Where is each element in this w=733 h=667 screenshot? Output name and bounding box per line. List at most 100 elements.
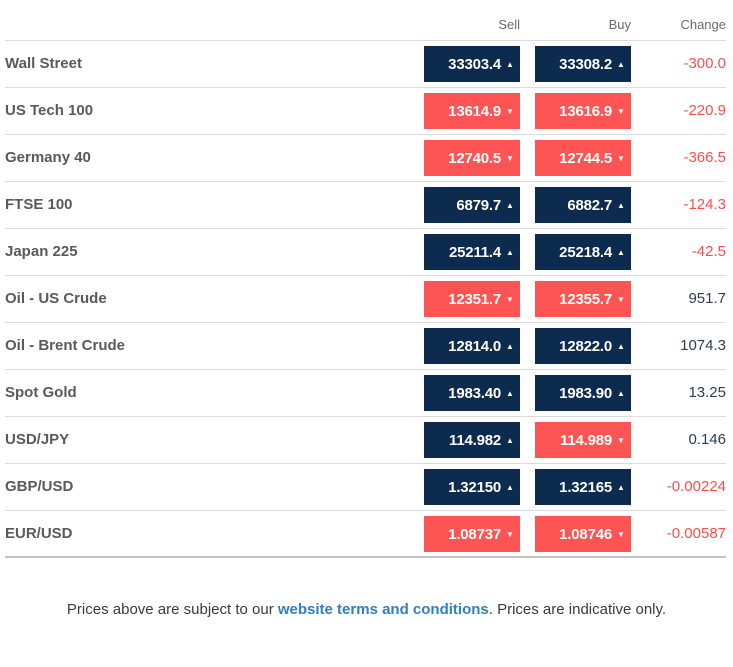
market-name: Japan 225 <box>5 243 78 260</box>
sell-price-value: 1983.40 <box>448 384 501 402</box>
market-name: Oil - Brent Crude <box>5 337 126 354</box>
buy-price-value: 13616.9 <box>559 102 612 120</box>
buy-price-button[interactable]: 1.32165 ▲ <box>535 469 631 505</box>
buy-price-button[interactable]: 33308.2 ▲ <box>535 46 631 82</box>
sell-price-button[interactable]: 1.08737 ▼ <box>424 516 520 552</box>
sell-price-button[interactable]: 114.982 ▲ <box>424 422 520 458</box>
caret-down-icon: ▼ <box>506 294 514 304</box>
table-row: USD/JPY 114.982 ▲ 114.989 ▼ 0.146 <box>5 417 726 464</box>
price-table: Sell Buy Change Wall Street 33303.4 ▲ 33308… <box>5 8 726 558</box>
sell-price-value: 1.32150 <box>448 478 501 496</box>
change-value: -0.00224 <box>666 478 726 495</box>
change-value: 1074.3 <box>680 337 726 354</box>
sell-price-button[interactable]: 1983.40 ▲ <box>424 375 520 411</box>
change-value: -300.0 <box>683 55 726 72</box>
sell-price-value: 12814.0 <box>448 337 501 355</box>
buy-price-button[interactable]: 114.989 ▼ <box>535 422 631 458</box>
market-name: Germany 40 <box>5 149 91 166</box>
market-name: USD/JPY <box>5 431 70 448</box>
disclaimer-text: Prices above are subject to our <box>66 601 278 618</box>
caret-down-icon: ▼ <box>506 529 514 539</box>
disclaimer-text-end: . Prices are indicative only. <box>488 601 667 618</box>
sell-price-button[interactable]: 12740.5 ▼ <box>424 140 520 176</box>
caret-down-icon: ▼ <box>617 435 625 445</box>
buy-price-value: 1.08746 <box>559 525 612 543</box>
sell-price-value: 12351.7 <box>448 290 501 308</box>
caret-down-icon: ▼ <box>506 106 514 116</box>
buy-price-button[interactable]: 1.08746 ▼ <box>535 516 631 552</box>
column-header-change: Change <box>680 17 726 32</box>
caret-down-icon: ▼ <box>617 294 625 304</box>
sell-price-value: 13614.9 <box>448 102 501 120</box>
sell-price-value: 6879.7 <box>456 196 501 214</box>
sell-price-button[interactable]: 25211.4 ▲ <box>424 234 520 270</box>
buy-price-value: 12355.7 <box>559 290 612 308</box>
caret-up-icon: ▲ <box>506 200 514 210</box>
change-value: 0.146 <box>688 431 726 448</box>
caret-up-icon: ▲ <box>506 388 514 398</box>
caret-up-icon: ▲ <box>506 59 514 69</box>
buy-price-button[interactable]: 1983.90 ▲ <box>535 375 631 411</box>
sell-price-button[interactable]: 33303.4 ▲ <box>424 46 520 82</box>
buy-price-value: 25218.4 <box>559 243 612 261</box>
buy-price-button[interactable]: 6882.7 ▲ <box>535 187 631 223</box>
market-name: Wall Street <box>5 55 82 72</box>
table-row: FTSE 100 6879.7 ▲ 6882.7 ▲ -124.3 <box>5 182 726 229</box>
sell-price-button[interactable]: 13614.9 ▼ <box>424 93 520 129</box>
sell-price-button[interactable]: 6879.7 ▲ <box>424 187 520 223</box>
caret-up-icon: ▲ <box>506 247 514 257</box>
market-name: Oil - US Crude <box>5 290 107 307</box>
buy-price-button[interactable]: 13616.9 ▼ <box>535 93 631 129</box>
table-row: Oil - US Crude 12351.7 ▼ 12355.7 ▼ 951.7 <box>5 276 726 323</box>
caret-up-icon: ▲ <box>506 435 514 445</box>
buy-price-value: 33308.2 <box>559 55 612 73</box>
sell-price-value: 33303.4 <box>448 55 501 73</box>
change-value: -366.5 <box>683 149 726 166</box>
disclaimer: Prices above are subject to our website … <box>0 601 733 618</box>
table-body: Wall Street 33303.4 ▲ 33308.2 ▲ -300.0 US Tech… <box>5 41 726 558</box>
buy-price-value: 12822.0 <box>559 337 612 355</box>
market-name: US Tech 100 <box>5 102 94 119</box>
caret-up-icon: ▲ <box>617 59 625 69</box>
caret-up-icon: ▲ <box>506 341 514 351</box>
sell-price-button[interactable]: 1.32150 ▲ <box>424 469 520 505</box>
caret-up-icon: ▲ <box>506 482 514 492</box>
sell-price-button[interactable]: 12814.0 ▲ <box>424 328 520 364</box>
market-name: Spot Gold <box>5 384 77 401</box>
change-value: -124.3 <box>683 196 726 213</box>
sell-price-button[interactable]: 12351.7 ▼ <box>424 281 520 317</box>
table-row: GBP/USD 1.32150 ▲ 1.32165 ▲ -0.00224 <box>5 464 726 511</box>
table-row: US Tech 100 13614.9 ▼ 13616.9 ▼ -220.9 <box>5 88 726 135</box>
caret-up-icon: ▲ <box>617 482 625 492</box>
caret-up-icon: ▲ <box>617 341 625 351</box>
change-value: 951.7 <box>688 290 726 307</box>
buy-price-value: 1.32165 <box>559 478 612 496</box>
table-header: Sell Buy Change <box>5 8 726 41</box>
sell-price-value: 12740.5 <box>448 149 501 167</box>
table-row: Japan 225 25211.4 ▲ 25218.4 ▲ -42.5 <box>5 229 726 276</box>
sell-price-value: 25211.4 <box>449 243 501 261</box>
sell-price-value: 114.982 <box>449 431 501 449</box>
buy-price-value: 12744.5 <box>559 149 612 167</box>
terms-link[interactable]: website terms and conditions <box>277 601 489 618</box>
table-row: Spot Gold 1983.40 ▲ 1983.90 ▲ 13.25 <box>5 370 726 417</box>
change-value: -42.5 <box>691 243 726 260</box>
column-header-sell: Sell <box>498 17 520 32</box>
change-value: -0.00587 <box>666 525 726 542</box>
caret-down-icon: ▼ <box>617 106 625 116</box>
caret-up-icon: ▲ <box>617 247 625 257</box>
market-name: EUR/USD <box>5 525 73 542</box>
buy-price-button[interactable]: 12744.5 ▼ <box>535 140 631 176</box>
buy-price-value: 1983.90 <box>559 384 612 402</box>
caret-up-icon: ▲ <box>617 388 625 398</box>
table-row: Germany 40 12740.5 ▼ 12744.5 ▼ -366.5 <box>5 135 726 182</box>
change-value: -220.9 <box>683 102 726 119</box>
market-name: FTSE 100 <box>5 196 73 213</box>
buy-price-button[interactable]: 12822.0 ▲ <box>535 328 631 364</box>
buy-price-button[interactable]: 25218.4 ▲ <box>535 234 631 270</box>
caret-down-icon: ▼ <box>617 529 625 539</box>
caret-up-icon: ▲ <box>617 200 625 210</box>
table-row: EUR/USD 1.08737 ▼ 1.08746 ▼ -0.00587 <box>5 511 726 558</box>
column-header-buy: Buy <box>608 17 631 32</box>
buy-price-button[interactable]: 12355.7 ▼ <box>535 281 631 317</box>
